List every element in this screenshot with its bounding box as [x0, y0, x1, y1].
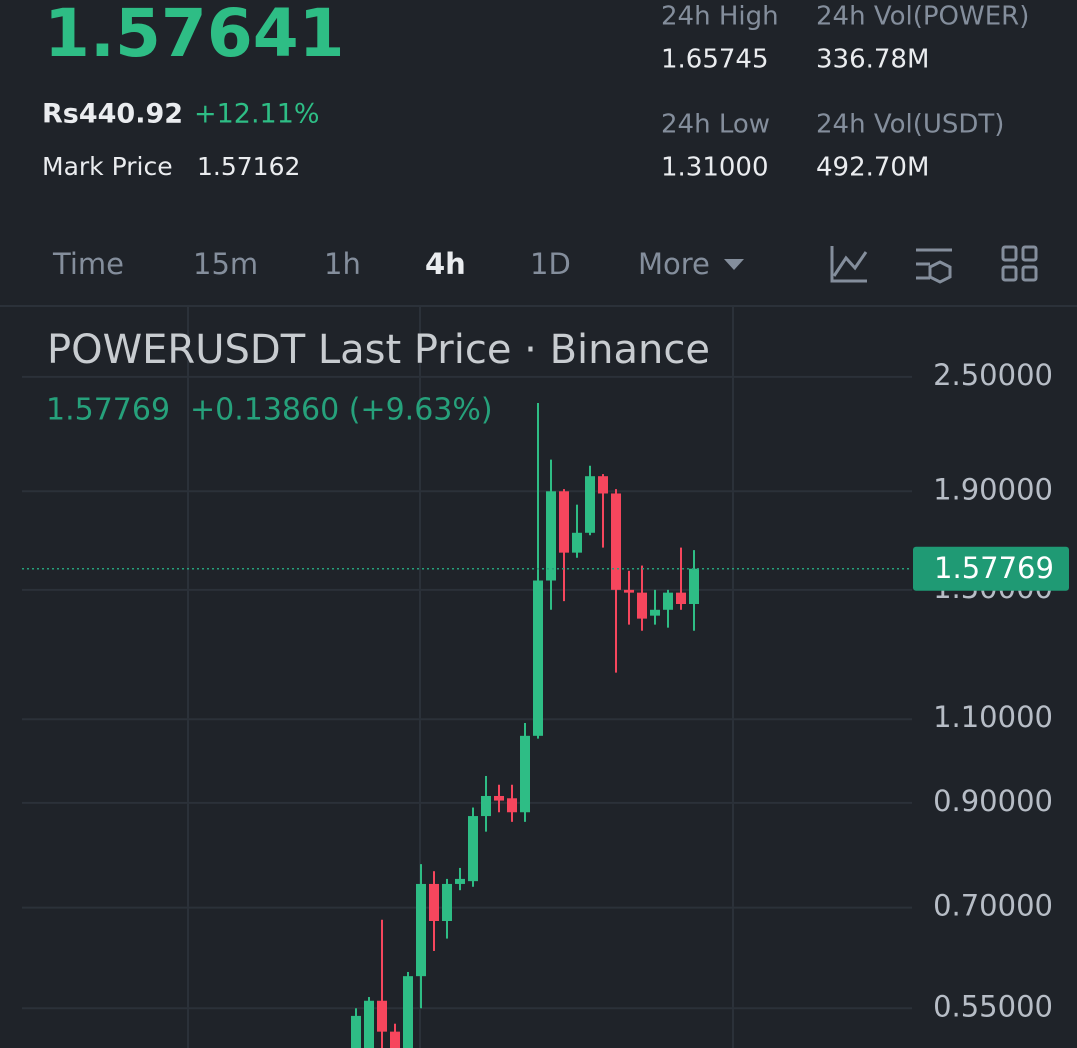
candle-body	[390, 1031, 400, 1048]
candle-body	[546, 491, 556, 581]
legend-price: 1.57769	[46, 393, 170, 428]
candle-body	[559, 491, 569, 553]
y-tick-label: 1.10000	[933, 700, 1053, 734]
interval-tab[interactable]: More	[638, 247, 710, 281]
layout-icon[interactable]	[1021, 245, 1038, 262]
layout-icon[interactable]	[1001, 265, 1018, 282]
stat-label: 24h High	[661, 2, 779, 32]
interval-tab[interactable]: 1D	[530, 247, 571, 281]
interval-tab[interactable]: 4h	[425, 247, 466, 281]
candle-body	[572, 532, 582, 553]
interval-tabs: Time 15m 1h 4h 1D More	[52, 247, 710, 281]
candle-body	[585, 476, 595, 533]
indicator-icon[interactable]	[830, 246, 868, 283]
stat-value: 492.70M	[816, 153, 929, 183]
y-tick-label: 0.55000	[933, 989, 1053, 1023]
settings-icon[interactable]	[916, 248, 952, 284]
stat-label: 24h Low	[661, 110, 770, 140]
y-tick-label: 0.70000	[933, 889, 1053, 923]
candle-body	[507, 798, 517, 813]
dropdown-arrow	[724, 259, 744, 270]
candle-body	[650, 609, 660, 616]
interval-tab[interactable]: 15m	[193, 247, 258, 281]
last-price-label: 1.57769	[934, 551, 1054, 585]
candle-body	[468, 816, 478, 882]
layout-icon[interactable]	[1021, 265, 1038, 282]
candle-body	[416, 883, 426, 977]
stat-value: 1.31000	[661, 153, 769, 183]
candle-body	[624, 589, 634, 593]
chart: 0.550000.700000.900001.100001.500001.900…	[22, 305, 1069, 1048]
stat-label: 24h Vol(USDT)	[816, 110, 1004, 140]
candle-body	[429, 883, 439, 922]
interval-tab[interactable]: 1h	[324, 247, 361, 281]
legend-change: +0.13860 (+9.63%)	[190, 393, 493, 428]
last-price-box	[913, 546, 1069, 591]
y-tick-label: 1.90000	[933, 472, 1053, 506]
stat-value: 1.65745	[661, 45, 769, 75]
toolbar-icons	[830, 245, 1038, 284]
interval-tab[interactable]: Time	[52, 247, 124, 281]
candle-body	[611, 493, 621, 590]
candle-body	[481, 795, 491, 817]
mark-value: 1.57162	[197, 152, 300, 181]
y-tick-label: 0.90000	[933, 784, 1053, 818]
candle-body	[689, 568, 699, 604]
layout-icon[interactable]	[1001, 245, 1018, 262]
candle-body	[455, 878, 465, 884]
stat-label: 24h Vol(POWER)	[816, 2, 1029, 32]
candle-body	[533, 580, 543, 736]
candle-body	[442, 883, 452, 922]
last-price: 1.57641	[44, 0, 345, 72]
candle-body	[403, 976, 413, 1048]
price-change: +12.11%	[194, 99, 320, 130]
candle-body	[676, 592, 686, 604]
stat-value: 336.78M	[816, 45, 929, 75]
fiat-price: Rs440.92	[42, 99, 183, 130]
chart-title: POWERUSDT Last Price · Binance	[47, 327, 710, 373]
candle-body	[598, 476, 608, 494]
candle-body	[663, 592, 673, 610]
y-tick-label: 2.50000	[933, 358, 1053, 392]
candle-body	[637, 592, 647, 619]
candle-body	[494, 795, 504, 801]
candle-body	[351, 1015, 361, 1048]
candle-body	[377, 1000, 387, 1032]
candle-body	[520, 735, 530, 813]
mark-label: Mark Price	[42, 152, 173, 181]
candle-body	[364, 1000, 374, 1048]
